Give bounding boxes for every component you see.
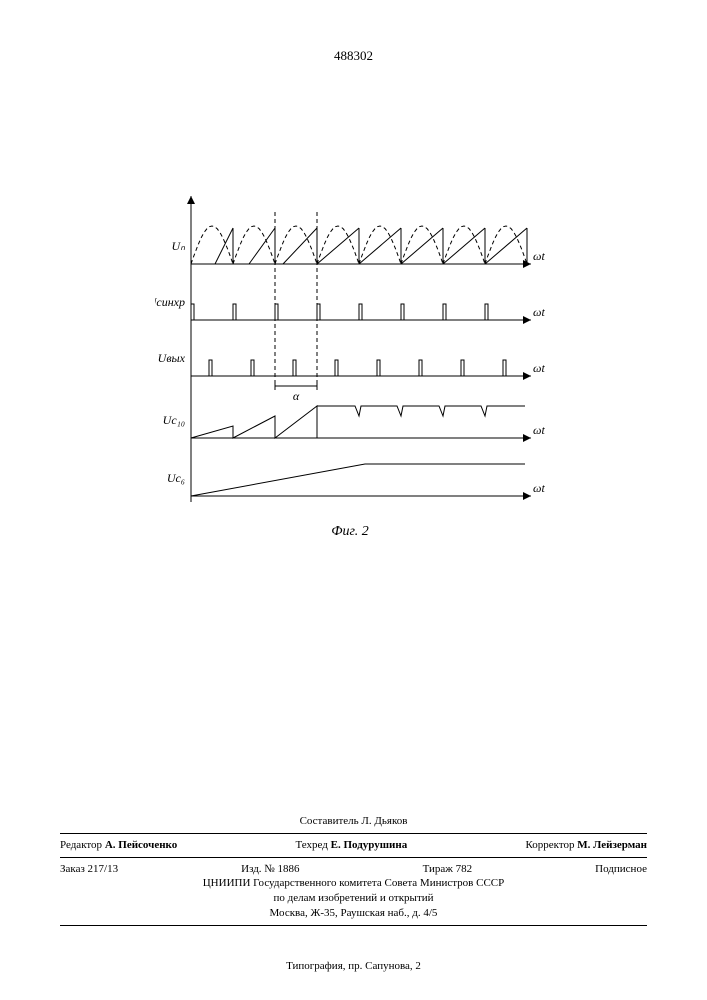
divider <box>60 925 647 926</box>
svg-text:Uₙ: Uₙ <box>172 239 186 253</box>
svg-text:Uсинхр: Uсинхр <box>155 295 185 309</box>
typography-line: Типография, пр. Сапунова, 2 <box>0 960 707 972</box>
divider <box>60 833 647 834</box>
credits-row: Редактор А. Пейсоченко Техред Е. Подуруш… <box>60 838 647 853</box>
issue-number: Изд. № 1886 <box>241 862 299 877</box>
publication-block: Составитель Л. Дьяков Редактор А. Пейсоч… <box>60 814 647 930</box>
editor: Редактор А. Пейсоченко <box>60 838 177 853</box>
svg-text:ωt: ωt <box>533 361 545 375</box>
order-number: Заказ 217/13 <box>60 862 118 877</box>
document-number: 488302 <box>0 48 707 64</box>
address: Москва, Ж-35, Раушская наб., д. 4/5 <box>60 906 647 921</box>
compiler-line: Составитель Л. Дьяков <box>60 814 647 829</box>
org-line-2: по делам изобретений и открытий <box>60 891 647 906</box>
svg-text:ωt: ωt <box>533 305 545 319</box>
svg-text:Uc₁₀: Uc₁₀ <box>163 413 185 427</box>
svg-text:ωt: ωt <box>533 423 545 437</box>
org-line-1: ЦНИИПИ Государственного комитета Совета … <box>60 876 647 891</box>
subscription: Подписное <box>595 862 647 877</box>
corrector: Корректор М. Лейзерман <box>525 838 647 853</box>
divider <box>60 857 647 858</box>
print-row: Заказ 217/13 Изд. № 1886 Тираж 782 Подпи… <box>60 862 647 877</box>
figure-caption: Фиг. 2 <box>155 524 545 540</box>
tech-editor: Техред Е. Подурушина <box>296 838 408 853</box>
svg-text:ωt: ωt <box>533 249 545 263</box>
svg-text:Uc₆: Uc₆ <box>167 471 185 485</box>
svg-text:ωt: ωt <box>533 481 545 495</box>
svg-text:Uвых: Uвых <box>158 351 186 365</box>
figure-2: ωt Uₙ ωt Uсинхр ωt Uвых α ωt Uc₁₀ ωt Uc₆ Фиг. 2 <box>155 180 545 540</box>
svg-text:α: α <box>293 389 300 403</box>
circulation: Тираж 782 <box>423 862 473 877</box>
